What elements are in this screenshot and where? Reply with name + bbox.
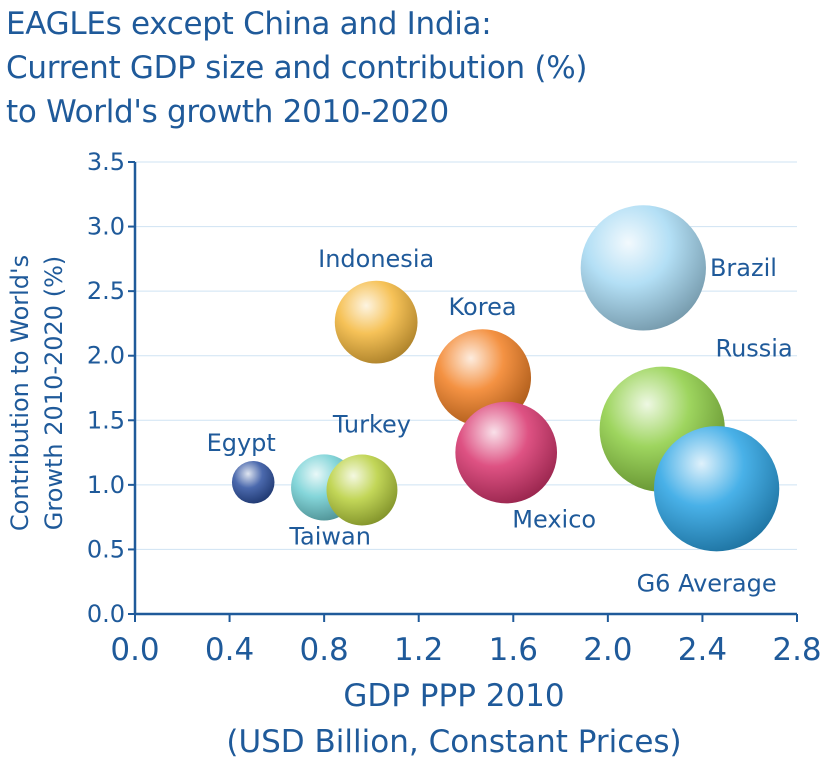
axes (128, 161, 798, 622)
x-tick-label-1: 0.4 (205, 632, 254, 668)
bubble-indonesia (334, 280, 418, 364)
x-tick-label-6: 2.4 (678, 632, 727, 668)
y-tick-label-3: 1.5 (87, 406, 125, 434)
bubble-label-mexico: Mexico (512, 505, 596, 533)
x-tick-label-5: 2.0 (583, 632, 632, 668)
y-axis-title-line-1: Contribution to World's (6, 255, 34, 531)
bubble-label-g6-average: G6 Average (637, 569, 777, 597)
chart-title: EAGLEs except China and India: Current G… (6, 2, 826, 134)
x-axis-title-line-1: GDP PPP 2010 (343, 678, 564, 714)
bubbles (231, 205, 780, 552)
chart-title-line-3: to World's growth 2010-2020 (6, 94, 449, 130)
bubble-label-indonesia: Indonesia (318, 245, 434, 273)
axis-titles: GDP PPP 2010 (USD Billion, Constant Price… (6, 255, 682, 760)
tick-labels: 0.0 0.5 1.0 1.5 2.0 2.5 3.0 3.5 0.0 0.4 0.8 1.2 1.6 2… (87, 148, 822, 668)
y-axis-title-line-2: Growth 2010-2020 (%) (40, 256, 68, 530)
bubble-label-egypt: Egypt (207, 429, 276, 457)
bubble-label-korea: Korea (449, 293, 517, 321)
bubble-egypt (231, 460, 275, 504)
x-tick-label-0: 0.0 (110, 632, 159, 668)
chart-title-line-2: Current GDP size and contribution (%) (6, 50, 588, 86)
x-axis-title-line-2: (USD Billion, Constant Prices) (226, 724, 681, 760)
bubble-labels: Egypt Taiwan Turkey Indonesia Korea Mexico Bra… (207, 245, 793, 598)
y-tick-label-4: 2.0 (87, 342, 125, 370)
x-tick-label-2: 0.8 (299, 632, 348, 668)
x-tick-label-3: 1.2 (394, 632, 443, 668)
bubble-label-turkey: Turkey (332, 411, 411, 439)
bubble-brazil (580, 205, 706, 331)
bubble-g6-average (653, 426, 780, 552)
bubble-label-taiwan: Taiwan (288, 523, 371, 551)
x-tick-label-7: 2.8 (772, 632, 821, 668)
bubble-label-russia: Russia (715, 335, 792, 363)
y-tick-label-6: 3.0 (87, 213, 125, 241)
y-tick-label-7: 3.5 (87, 148, 125, 176)
y-tick-label-0: 0.0 (87, 600, 125, 628)
y-tick-label-1: 0.5 (87, 535, 125, 563)
bubble-turkey (326, 454, 398, 526)
bubble-mexico (455, 401, 558, 504)
chart-title-line-1: EAGLEs except China and India: (6, 6, 492, 42)
bubble-label-brazil: Brazil (710, 254, 777, 282)
x-tick-label-4: 1.6 (489, 632, 538, 668)
y-tick-label-2: 1.0 (87, 471, 125, 499)
y-tick-label-5: 2.5 (87, 277, 125, 305)
